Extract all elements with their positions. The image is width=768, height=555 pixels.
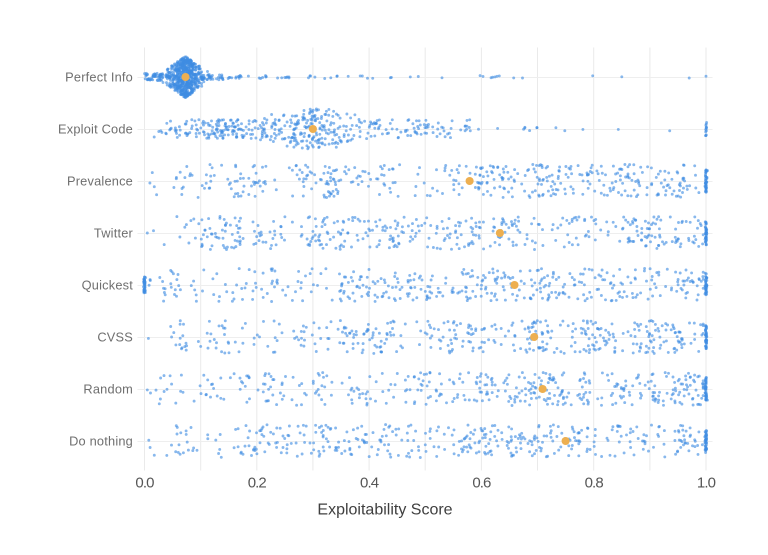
svg-text:0.4: 0.4: [360, 475, 379, 492]
svg-text:Perfect Info: Perfect Info: [65, 70, 133, 85]
svg-text:Quickest: Quickest: [82, 278, 134, 293]
svg-text:0.8: 0.8: [585, 475, 604, 492]
svg-text:CVSS: CVSS: [97, 330, 133, 345]
svg-text:Exploit Code: Exploit Code: [58, 122, 133, 137]
svg-text:0.6: 0.6: [472, 475, 491, 492]
svg-text:Prevalence: Prevalence: [67, 174, 133, 189]
svg-text:0.2: 0.2: [248, 475, 267, 492]
svg-text:Do nothing: Do nothing: [69, 434, 133, 449]
svg-text:0.0: 0.0: [135, 475, 154, 492]
svg-text:Exploitability Score: Exploitability Score: [317, 502, 452, 519]
svg-text:Twitter: Twitter: [94, 226, 134, 241]
svg-text:Random: Random: [83, 382, 133, 397]
svg-text:1.0: 1.0: [697, 475, 716, 492]
